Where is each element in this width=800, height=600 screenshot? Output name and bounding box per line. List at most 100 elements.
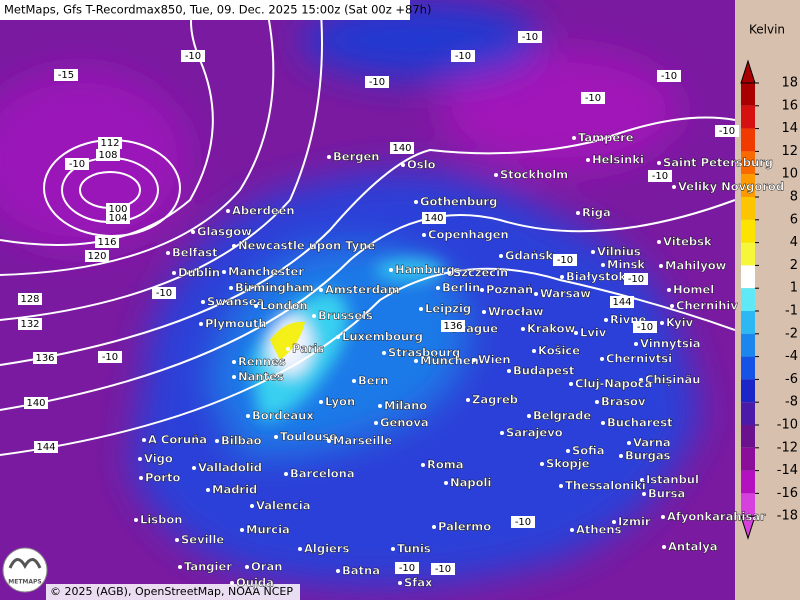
- contour-label: -10: [156, 288, 172, 299]
- city-label: Porto: [145, 471, 180, 485]
- city-label: Gothenburg: [420, 195, 497, 209]
- city-label: Riga: [582, 206, 611, 220]
- city-dot: [634, 342, 638, 346]
- city-dot: [591, 250, 595, 254]
- legend-swatch: [741, 493, 755, 517]
- city-dot: [201, 300, 205, 304]
- city-label: Bursa: [648, 487, 685, 501]
- legend-swatch: [741, 288, 755, 311]
- city-dot: [570, 528, 574, 532]
- city-dot: [642, 492, 646, 496]
- city-dot: [480, 288, 484, 292]
- legend-arrow: [740, 515, 756, 540]
- city-label: Swansea: [207, 295, 264, 309]
- city-dot: [215, 439, 219, 443]
- city-dot: [566, 449, 570, 453]
- city-dot: [414, 200, 418, 204]
- legend-tick-label: 10: [781, 167, 798, 182]
- city-dot: [389, 268, 393, 272]
- city-label: Marseille: [333, 434, 392, 448]
- legend-swatch: [741, 379, 755, 403]
- city-label: Homel: [673, 283, 714, 297]
- city-label: Newcastle upon Tyne: [238, 239, 375, 253]
- legend-tick-label: -8: [785, 395, 798, 410]
- city-label: Thessaloniki: [565, 479, 646, 493]
- city-label: Paris: [292, 342, 324, 356]
- city-label: Saint Petersburg: [663, 156, 773, 170]
- city-label: Vitebsk: [663, 235, 712, 249]
- city-label: Izmir: [618, 515, 651, 529]
- city-label: Budapest: [513, 364, 575, 378]
- city-label: Seville: [181, 533, 224, 547]
- footer-bg: [46, 584, 300, 600]
- contour-label-bg: [431, 563, 455, 575]
- contour-label: -10: [557, 255, 573, 266]
- city-label: Białystok: [566, 270, 626, 284]
- contour-label-bg: [65, 158, 89, 170]
- contour-label: 116: [97, 237, 116, 248]
- city-label: Berlin: [442, 281, 480, 295]
- legend-tick-label: 1: [790, 281, 798, 296]
- legend-swatch: [741, 128, 755, 152]
- contour-label: 140: [424, 213, 443, 224]
- legend-tick-label: 2: [790, 258, 798, 273]
- city-dot: [466, 398, 470, 402]
- city-dot: [222, 270, 226, 274]
- city-label: Amsterdam: [325, 283, 400, 297]
- city-label: Sofia: [572, 444, 604, 458]
- city-dot: [352, 379, 356, 383]
- city-dot: [298, 547, 302, 551]
- city-label: Minsk: [607, 258, 645, 272]
- city-label: Dublin: [178, 266, 220, 280]
- contour-label: 108: [98, 150, 117, 161]
- city-dot: [401, 163, 405, 167]
- city-dot: [134, 518, 138, 522]
- contour-label-bg: [54, 69, 78, 81]
- city-dot: [422, 233, 426, 237]
- city-dot: [540, 462, 544, 466]
- city-dot: [482, 310, 486, 314]
- contour-label: 136: [35, 353, 54, 364]
- city-dot: [382, 351, 386, 355]
- city-label: Sarajevo: [506, 426, 563, 440]
- legend-tick-label: -6: [785, 372, 798, 387]
- legend-swatch: [741, 356, 755, 380]
- city-dot: [619, 454, 623, 458]
- city-label: Valencia: [256, 499, 310, 513]
- city-label: Vinnytsia: [640, 337, 701, 351]
- legend-tick-label: -2: [785, 326, 798, 341]
- contour-label-bg: [18, 293, 42, 305]
- city-label: Madrid: [212, 483, 257, 497]
- city-dot: [274, 435, 278, 439]
- city-dot: [250, 504, 254, 508]
- legend-swatch: [741, 333, 755, 357]
- contour-label-bg: [518, 31, 542, 43]
- city-label: Strasbourg: [388, 346, 460, 360]
- legend-tick-label: 6: [790, 212, 798, 227]
- contour-label: -10: [637, 322, 653, 333]
- contour-label: -10: [185, 51, 201, 62]
- city-label: Bilbao: [221, 434, 262, 448]
- contour-label-bg: [395, 562, 419, 574]
- city-dot: [230, 581, 234, 585]
- city-label: Bergen: [333, 150, 379, 164]
- city-dot: [436, 286, 440, 290]
- city-label: Leipzig: [425, 302, 471, 316]
- city-label: Genova: [380, 416, 429, 430]
- city-label: Brussels: [318, 309, 373, 323]
- city-label: Sfax: [404, 576, 433, 590]
- city-label: Košice: [538, 344, 580, 358]
- legend-tick-label: -1: [785, 304, 798, 319]
- city-dot: [138, 457, 142, 461]
- city-dot: [604, 318, 608, 322]
- contour-label: 140: [26, 398, 45, 409]
- city-dot: [226, 209, 230, 213]
- city-dot: [419, 307, 423, 311]
- legend-tick-label: 4: [790, 235, 798, 250]
- footer-credit: © 2025 (AGB), OpenStreetMap, NOAA NCEP: [50, 585, 293, 598]
- city-dot: [660, 321, 664, 325]
- city-label: Istanbul: [646, 473, 699, 487]
- legend-swatch: [741, 470, 755, 494]
- contour-label: -10: [69, 159, 85, 170]
